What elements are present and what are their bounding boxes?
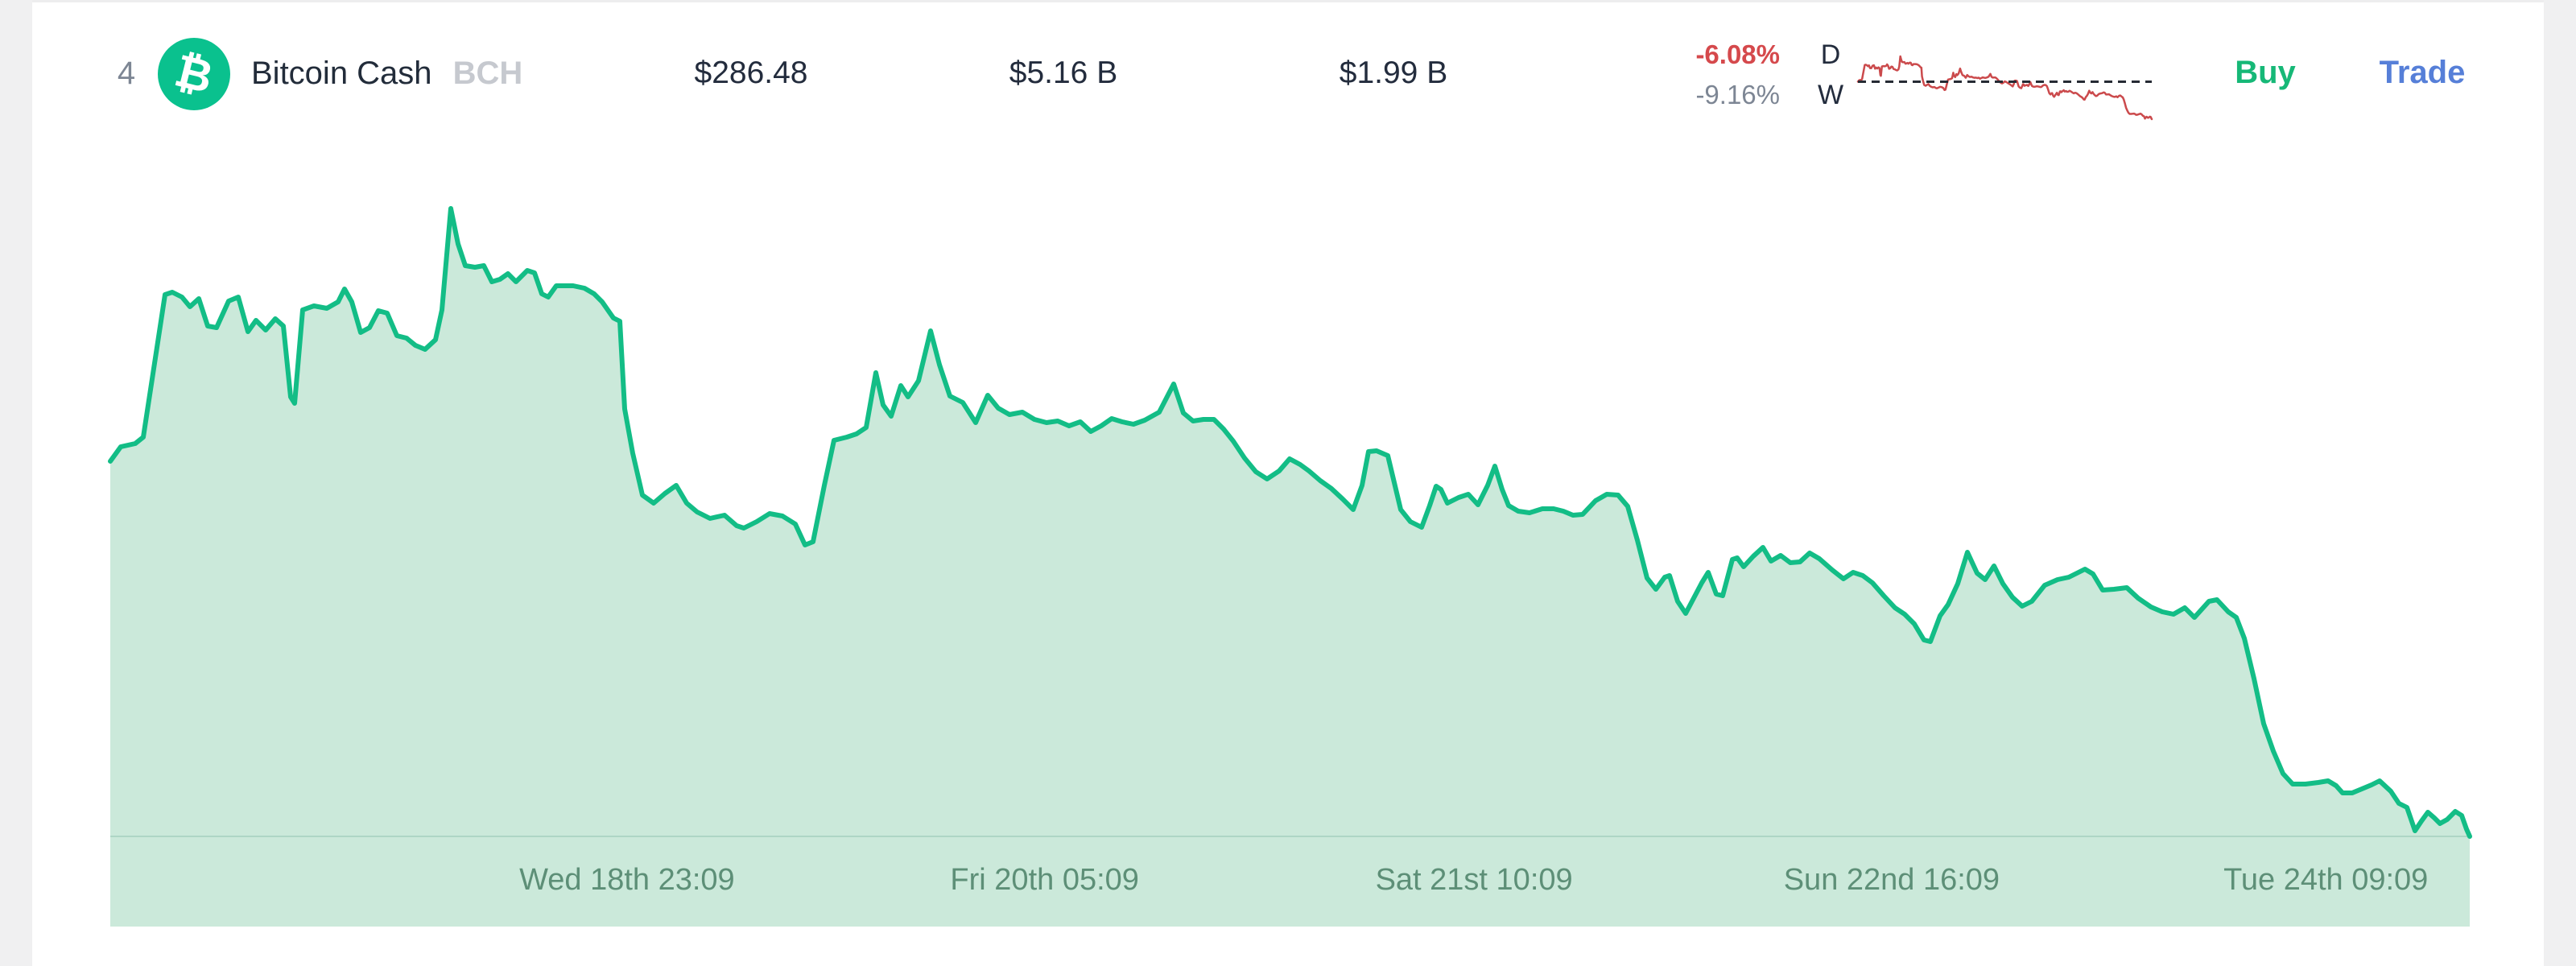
mini-sparkline-line xyxy=(1858,56,2152,119)
coin-volume: $1.99 B xyxy=(1339,56,1448,90)
change-week-value: -9.16% xyxy=(1695,80,1780,109)
mini-sparkline xyxy=(1858,56,2152,119)
price-chart-svg[interactable] xyxy=(110,188,2470,927)
coin-market-cap: $5.16 B xyxy=(1009,56,1118,90)
coin-name-group[interactable]: Bitcoin Cash BCH xyxy=(251,54,522,93)
x-tick-label: Sat 21st 10:09 xyxy=(1375,863,1573,897)
price-chart[interactable]: Wed 18th 23:09 Fri 20th 05:09 Sat 21st 1… xyxy=(110,188,2470,927)
change-day-period: D xyxy=(1820,39,1841,70)
coin-name: Bitcoin Cash xyxy=(251,55,432,91)
page-gutter-right xyxy=(2544,0,2576,966)
bitcoin-glyph-icon: ₿ xyxy=(170,44,218,103)
rank-number: 4 xyxy=(117,56,136,91)
buy-button[interactable]: Buy xyxy=(2235,55,2296,90)
page-gutter-left xyxy=(0,0,32,966)
open-price-dashed-line xyxy=(1858,80,2152,83)
x-tick-label: Tue 24th 09:09 xyxy=(2223,863,2429,897)
change-week-period: W xyxy=(1817,80,1844,110)
price-area-fill xyxy=(110,208,2470,927)
change-day-value: -6.08% xyxy=(1695,39,1780,69)
x-tick-label: Sun 22nd 16:09 xyxy=(1783,863,2000,897)
coin-list-card: 4 ₿ Bitcoin Cash BCH $286.48 $5.16 B $1.… xyxy=(32,0,2544,966)
x-tick-label: Fri 20th 05:09 xyxy=(950,863,1139,897)
bitcoin-cash-logo-icon: ₿ xyxy=(158,38,230,110)
trade-button[interactable]: Trade xyxy=(2379,55,2466,90)
mini-sparkline-svg xyxy=(1858,56,2152,119)
price-line xyxy=(110,208,2470,836)
coin-price: $286.48 xyxy=(694,56,808,90)
x-tick-label: Wed 18th 23:09 xyxy=(519,863,735,897)
coin-symbol: BCH xyxy=(452,55,523,91)
